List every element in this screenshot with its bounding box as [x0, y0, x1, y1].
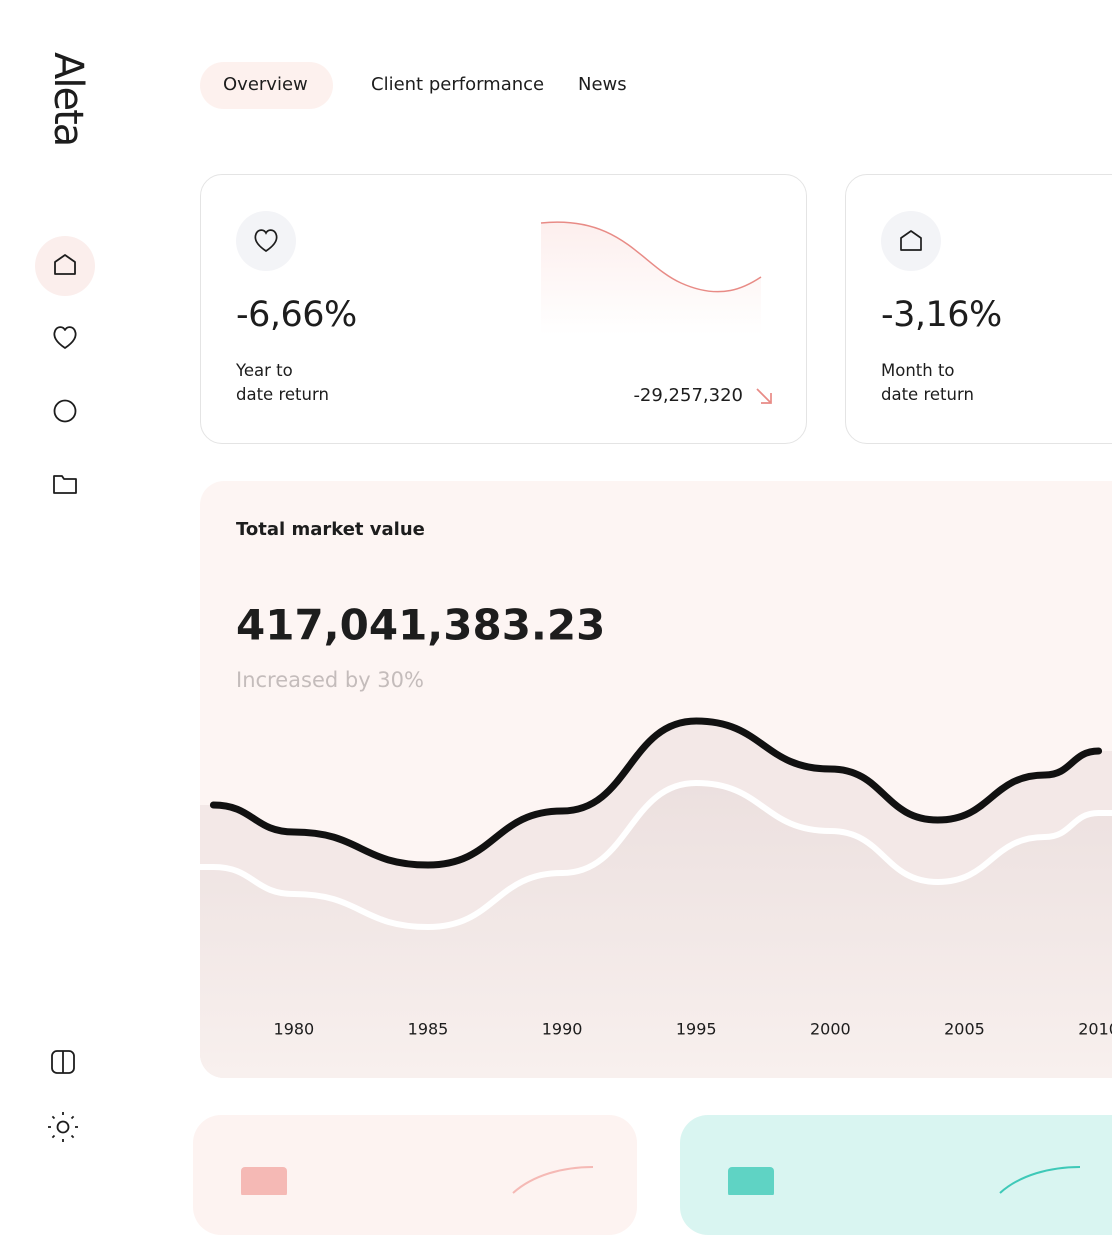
line: [209, 717, 1103, 869]
chart-subtitle: Increased by 30%: [236, 668, 424, 692]
down-arrow: [756, 388, 772, 404]
sparkline-fill: [541, 222, 761, 335]
heart-icon[interactable]: [53, 326, 77, 349]
stat-card: -6,66% Year to date return -29,257,320: [200, 174, 807, 444]
bottom-card: [193, 1115, 637, 1235]
gift-icon: [728, 1167, 774, 1195]
stat-card: -3,16% Month to date return: [845, 174, 1112, 444]
tab[interactable]: Client performance: [371, 74, 545, 95]
stat-value: -3,16%: [881, 295, 1002, 335]
icon-bg: [881, 211, 941, 271]
x-tick-label: 1980: [274, 1020, 315, 1039]
x-tick-label: 1985: [408, 1020, 449, 1039]
card-graphics: [728, 1166, 1081, 1195]
stat-label-line: date return: [236, 385, 329, 404]
circle-icon[interactable]: [53, 399, 77, 423]
stat-label-line: Month to: [881, 361, 955, 380]
x-tick-label: 2010: [1078, 1020, 1112, 1039]
tab[interactable]: Overview: [223, 74, 308, 95]
folder-icon[interactable]: [53, 475, 77, 494]
sun-icon[interactable]: [48, 1112, 78, 1142]
gift-icon: [241, 1167, 287, 1195]
stat-label-line: date return: [881, 385, 974, 404]
shadow-area: [200, 783, 1112, 1078]
shadow-line: [200, 779, 1112, 931]
tab-active-bg[interactable]: [200, 62, 333, 109]
sparkline: [512, 1166, 594, 1194]
tab[interactable]: News: [578, 74, 627, 95]
icon-bg: [236, 211, 296, 271]
x-tick-label: 1995: [676, 1020, 717, 1039]
active-bg: [35, 236, 95, 296]
chart: Total market value 417,041,383.23 Increa…: [200, 481, 1112, 1078]
sparkline: [540, 221, 762, 293]
sidebar-icons: [35, 236, 95, 1142]
x-tick-label: 1990: [542, 1020, 583, 1039]
home-icon[interactable]: [54, 254, 76, 275]
sparkline: [999, 1166, 1081, 1194]
chart-title: Total market value: [236, 519, 425, 540]
stat-amount: -29,257,320: [633, 385, 743, 406]
bottom-card: [680, 1115, 1112, 1235]
stat-label-line: Year to: [236, 361, 293, 380]
total-value: 417,041,383.23: [236, 601, 605, 650]
card-graphics: [881, 211, 941, 271]
card-graphics: [236, 211, 772, 404]
stat-value: -6,66%: [236, 295, 357, 335]
heart-icon: [254, 229, 278, 253]
home-icon: [900, 230, 922, 251]
card-graphics: [241, 1166, 594, 1195]
x-tick-label: 2005: [944, 1020, 985, 1039]
page: Aleta Overview Client performance News -…: [35, 52, 1112, 1235]
x-tick-label: 2000: [810, 1020, 851, 1039]
